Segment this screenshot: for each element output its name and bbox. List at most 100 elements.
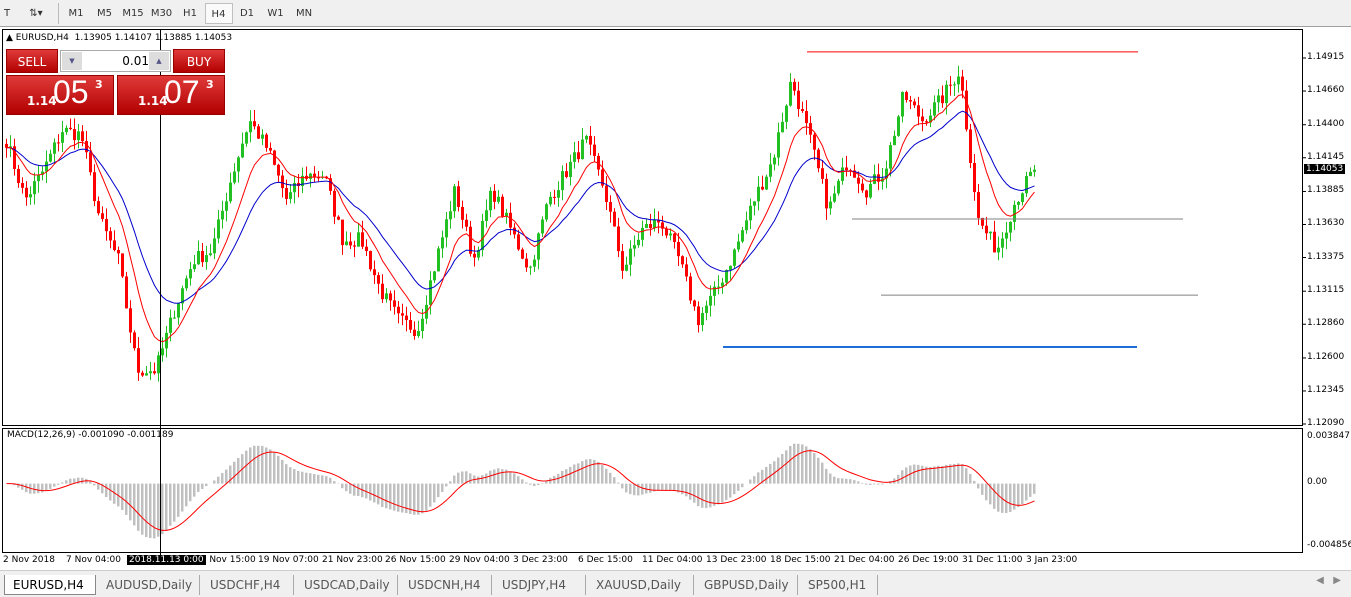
candle-body xyxy=(397,306,400,314)
candle-body xyxy=(117,250,120,254)
timeframe-m30[interactable]: M30 xyxy=(150,8,173,19)
macd-histogram-bar xyxy=(729,483,732,498)
macd-histogram-bar xyxy=(741,483,744,488)
candle-body xyxy=(153,371,156,374)
lot-size-input[interactable]: 0.01 xyxy=(122,54,149,68)
candle-body xyxy=(949,84,952,86)
timeframe-h4[interactable]: H4 xyxy=(204,3,233,24)
candle-body xyxy=(381,283,384,300)
tab-usdchf-h4[interactable]: USDCHF,H4 xyxy=(202,575,294,595)
lot-size-stepper[interactable]: ▼ 0.01 ▲ xyxy=(60,50,171,72)
macd-histogram-bar xyxy=(705,483,708,509)
timeframe-h1[interactable]: H1 xyxy=(183,8,197,19)
buy-button[interactable]: BUY xyxy=(173,49,225,73)
sell-button[interactable]: SELL xyxy=(6,49,58,73)
timeframe-m1[interactable]: M1 xyxy=(68,8,84,19)
candle-body xyxy=(737,241,740,250)
macd-histogram-bar xyxy=(629,483,632,495)
candle-body xyxy=(981,217,984,226)
macd-histogram-bar xyxy=(161,483,164,535)
candle-body xyxy=(193,264,196,270)
macd-histogram-bar xyxy=(293,469,296,484)
candle-body xyxy=(293,182,296,193)
macd-histogram-bar xyxy=(993,483,996,509)
time-tick-label: 6 Dec 15:00 xyxy=(578,555,633,565)
macd-histogram-bar xyxy=(665,483,668,491)
tab-scroll-arrows-icon[interactable]: ◀ ▶ xyxy=(1316,575,1341,586)
candle-body xyxy=(577,152,580,160)
candle-body xyxy=(641,227,644,240)
candle-body xyxy=(617,226,620,252)
candle-body xyxy=(73,129,76,141)
macd-histogram-bar xyxy=(1029,483,1032,497)
candle-body xyxy=(813,134,816,150)
tab-usdcnh-h4[interactable]: USDCNH,H4 xyxy=(400,575,492,595)
tab-audusd-daily[interactable]: AUDUSD,Daily xyxy=(98,575,200,595)
candle-body xyxy=(977,192,980,218)
increase-lot-icon[interactable]: ▲ xyxy=(149,52,169,70)
tab-xauusd-daily[interactable]: XAUUSD,Daily xyxy=(588,575,694,595)
candle-body xyxy=(485,210,488,221)
candle-body xyxy=(573,152,576,162)
macd-histogram-bar xyxy=(801,444,804,484)
text-tool-icon[interactable]: T xyxy=(3,8,11,19)
timeframe-d1[interactable]: D1 xyxy=(239,8,255,19)
candle-body xyxy=(985,225,988,234)
macd-histogram-bar xyxy=(73,478,76,484)
macd-histogram-bar xyxy=(881,483,884,485)
symbol-label: EURUSD,H4 xyxy=(15,33,69,43)
timeframe-mn[interactable]: MN xyxy=(295,8,313,19)
macd-histogram-bar xyxy=(565,469,568,484)
macd-histogram-bar xyxy=(989,483,992,505)
tab-usdjpy-h4[interactable]: USDJPY,H4 xyxy=(494,575,586,595)
macd-histogram-bar xyxy=(157,483,160,537)
tab-sp500-h1[interactable]: SP500,H1 xyxy=(800,575,878,595)
candle-body xyxy=(453,186,456,212)
macd-histogram-bar xyxy=(49,483,52,490)
macd-histogram-bar xyxy=(93,483,96,486)
candle-body xyxy=(549,196,552,205)
macd-histogram-bar xyxy=(45,483,48,491)
tab-eurusd-h4[interactable]: EURUSD,H4 xyxy=(4,575,96,595)
price-tick-label: 1.12090 xyxy=(1307,418,1345,428)
candle-body xyxy=(149,371,152,374)
main-chart-frame xyxy=(2,29,1303,426)
timeframe-w1[interactable]: W1 xyxy=(267,8,284,19)
macd-histogram-bar xyxy=(277,455,280,484)
candle-body xyxy=(457,186,460,207)
candle-body xyxy=(1017,201,1020,205)
timeframe-m5[interactable]: M5 xyxy=(97,8,112,19)
tab-usdcad-daily[interactable]: USDCAD,Daily xyxy=(296,575,398,595)
macd-histogram-bar xyxy=(149,483,152,539)
price-tick-label: 1.13630 xyxy=(1307,218,1345,229)
candle-body xyxy=(365,246,368,252)
candle-body xyxy=(941,95,944,104)
macd-histogram-bar xyxy=(589,459,592,484)
candle-body xyxy=(889,145,892,169)
candle-body xyxy=(793,81,796,91)
macd-tick-label: -0.004856 xyxy=(1307,540,1351,550)
macd-histogram-bar xyxy=(273,452,276,484)
macd-histogram-bar xyxy=(497,468,500,484)
candle-body xyxy=(773,157,776,165)
candle-body xyxy=(361,232,364,247)
tab-gbpusd-daily[interactable]: GBPUSD,Daily xyxy=(696,575,798,595)
candle-body xyxy=(337,216,340,220)
ma-fast-line xyxy=(6,94,1035,343)
macd-histogram-bar xyxy=(769,463,772,484)
macd-histogram-bar xyxy=(673,483,676,492)
decrease-lot-icon[interactable]: ▼ xyxy=(62,52,82,70)
objects-dropdown-icon[interactable]: ⇅▾ xyxy=(29,8,43,19)
time-tick-label: 26 Dec 19:00 xyxy=(898,555,959,565)
macd-histogram-bar xyxy=(221,473,224,484)
timeframe-m15[interactable]: M15 xyxy=(122,8,144,19)
sell-price-button[interactable]: 1.14 05 3 xyxy=(6,74,114,115)
buy-price-button[interactable]: 1.14 07 3 xyxy=(117,74,225,115)
macd-histogram-bar xyxy=(681,483,684,495)
candle-body xyxy=(105,218,108,232)
candle-body xyxy=(213,238,216,254)
candle-body xyxy=(861,183,864,191)
sell-price-prefix: 1.14 xyxy=(27,94,57,108)
candle-body xyxy=(489,190,492,211)
